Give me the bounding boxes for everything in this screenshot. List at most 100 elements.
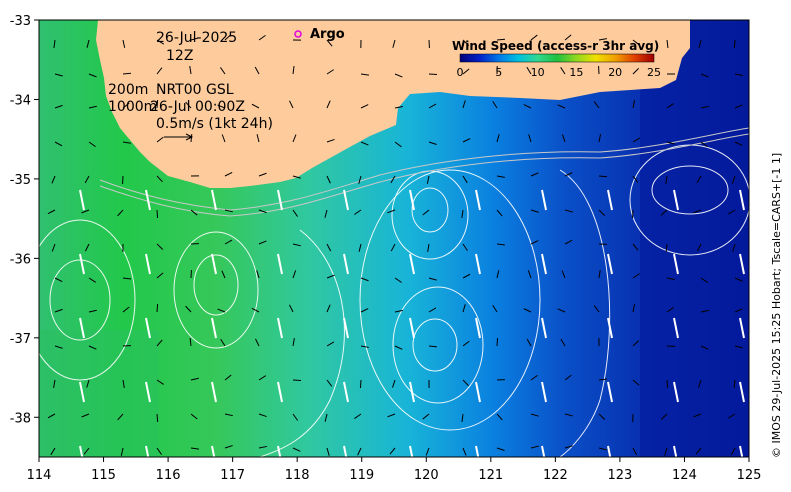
x-tick-label: 117: [220, 468, 245, 483]
wind-arrow: [145, 317, 151, 339]
current-arrow: [632, 273, 640, 279]
current-arrow: [156, 67, 163, 75]
current-arrow: [598, 447, 607, 451]
current-arrow: [462, 379, 469, 387]
y-tick-label: -34: [10, 93, 31, 108]
current-arrow: [81, 209, 90, 214]
current-arrow: [666, 277, 675, 281]
current-arrow: [122, 141, 131, 144]
current-vectors: [47, 34, 743, 456]
current-arrow: [88, 73, 97, 78]
current-arrow: [564, 239, 573, 245]
current-arrow: [664, 447, 668, 456]
current-arrow: [389, 447, 396, 455]
current-arrow: [632, 175, 639, 183]
current-arrow: [156, 303, 159, 313]
wind-arrow: [211, 445, 216, 457]
current-arrow: [156, 243, 164, 250]
wind-arrow: [607, 445, 612, 457]
current-arrow: [632, 137, 641, 143]
current-arrow: [632, 39, 640, 46]
current-arrow: [156, 209, 159, 219]
current-arrow: [560, 338, 566, 347]
current-arrow: [387, 413, 396, 418]
current-arrow: [557, 308, 566, 313]
current-arrow: [632, 379, 640, 386]
current-arrow: [358, 243, 362, 252]
wind-arrow: [409, 253, 415, 275]
current-arrow: [122, 277, 132, 280]
y-tick-label: -35: [10, 173, 31, 188]
current-arrow: [258, 375, 267, 381]
current-arrow: [695, 447, 702, 455]
wind-arrow: [541, 445, 546, 457]
current-arrow: [496, 38, 506, 41]
wind-arrow: [475, 445, 480, 457]
current-arrow: [394, 309, 403, 313]
argo-label: Argo: [310, 27, 345, 42]
current-arrow: [696, 243, 702, 252]
wind-arrow: [79, 253, 85, 275]
current-arrow: [461, 209, 464, 218]
x-tick-label: 115: [91, 468, 116, 483]
wind-arrow: [673, 189, 679, 211]
scale-label: 0.5m/s (1kt 24h): [156, 116, 273, 132]
wind-arrow: [607, 317, 613, 339]
wind-arrow: [277, 445, 282, 457]
colorbar-ticks: 0 5 10 15 20 25: [457, 66, 662, 79]
current-arrow: [428, 141, 437, 145]
current-arrow: [560, 67, 566, 75]
colorbar-tick-label: 20: [608, 66, 622, 79]
current-arrow: [496, 337, 499, 347]
y-axis: -33 -34 -35 -36 -37 -38: [10, 14, 39, 426]
current-arrow: [54, 308, 63, 313]
current-arrow: [289, 100, 294, 109]
date-label: 26-Jul-2025: [156, 30, 237, 46]
wind-arrow: [343, 189, 349, 211]
current-arrow: [665, 243, 668, 253]
current-arrow: [54, 345, 63, 349]
wind-arrow: [607, 381, 613, 403]
current-arrow: [220, 67, 226, 75]
current-arrow: [598, 270, 601, 279]
x-tick-label: 121: [478, 468, 503, 483]
current-arrow: [564, 172, 573, 177]
current-arrow: [496, 209, 503, 217]
current-arrow: [731, 175, 736, 184]
wind-arrow: [673, 253, 679, 275]
y-tick-label: -37: [10, 332, 31, 347]
current-arrow: [185, 305, 192, 313]
current-arrow: [326, 100, 331, 109]
wind-arrow: [541, 317, 547, 339]
current-arrow: [734, 141, 743, 146]
current-arrow: [632, 100, 636, 109]
current-arrow: [530, 413, 539, 417]
current-arrow: [88, 277, 97, 283]
current-arrow: [564, 374, 572, 381]
current-arrow: [462, 243, 468, 251]
wind-arrow: [145, 445, 150, 457]
current-arrow: [530, 172, 539, 177]
x-tick-label: 116: [156, 468, 181, 483]
current-arrow: [220, 338, 226, 347]
current-arrow: [496, 175, 505, 178]
current-arrow: [254, 66, 260, 75]
current-arrow: [530, 374, 538, 381]
current-arrow: [120, 447, 124, 456]
current-arrow: [394, 73, 403, 78]
wind-field-patch: [640, 20, 749, 457]
current-arrow: [394, 141, 402, 148]
current-arrow: [324, 413, 328, 422]
wind-arrow: [739, 317, 745, 339]
depth-label-1: 200m: [108, 82, 148, 98]
current-arrow: [185, 101, 192, 109]
wind-arrow: [277, 317, 283, 339]
current-arrow: [523, 308, 532, 313]
legend-title: Wind Speed (access-r 3hr avg): [452, 39, 659, 53]
current-arrow: [256, 134, 260, 143]
current-arrow: [660, 413, 668, 420]
y-tick-label: -33: [10, 14, 31, 29]
current-arrow: [390, 175, 396, 184]
current-arrow: [292, 209, 298, 217]
